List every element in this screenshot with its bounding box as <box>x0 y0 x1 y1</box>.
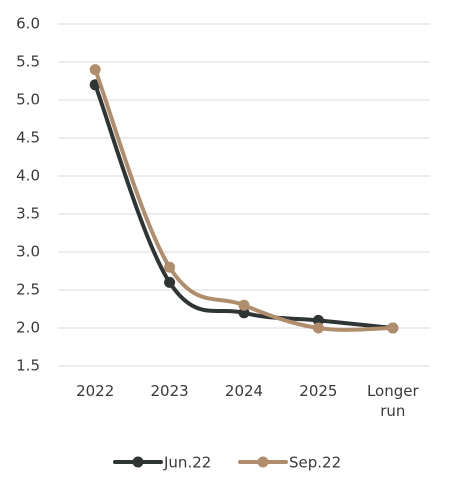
x-tick-label: 2025 <box>299 382 338 400</box>
data-point <box>312 322 324 334</box>
y-tick-label: 5.0 <box>16 91 40 109</box>
data-point <box>164 261 176 273</box>
x-tick-label: Longer run <box>366 382 419 420</box>
data-point <box>312 314 324 326</box>
x-tick-label: 2024 <box>224 382 264 400</box>
data-point <box>164 276 176 288</box>
data-point <box>89 64 101 76</box>
y-tick-label: 4.5 <box>16 129 40 147</box>
y-tick-label: 2.0 <box>16 319 40 337</box>
y-tick-label: 1.5 <box>16 357 40 375</box>
series-line <box>93 67 395 332</box>
y-tick-label: 5.5 <box>16 53 40 71</box>
y-tick-label: 3.0 <box>16 243 40 261</box>
y-tick-label: 3.5 <box>16 205 40 223</box>
series-line <box>93 82 395 330</box>
data-point <box>238 307 250 319</box>
x-tick-label: 2022 <box>76 382 115 400</box>
x-tick-label: 2023 <box>150 382 189 400</box>
y-tick-label: 6.0 <box>16 15 40 33</box>
legend-label: Jun.22 <box>163 454 211 472</box>
legend-label: Sep.22 <box>289 454 341 472</box>
legend-marker <box>257 456 269 468</box>
y-tick-label: 2.5 <box>16 281 40 299</box>
y-tick-label: 4.0 <box>16 167 40 185</box>
legend-marker <box>132 456 144 468</box>
data-point <box>238 299 250 311</box>
data-point <box>387 322 399 334</box>
